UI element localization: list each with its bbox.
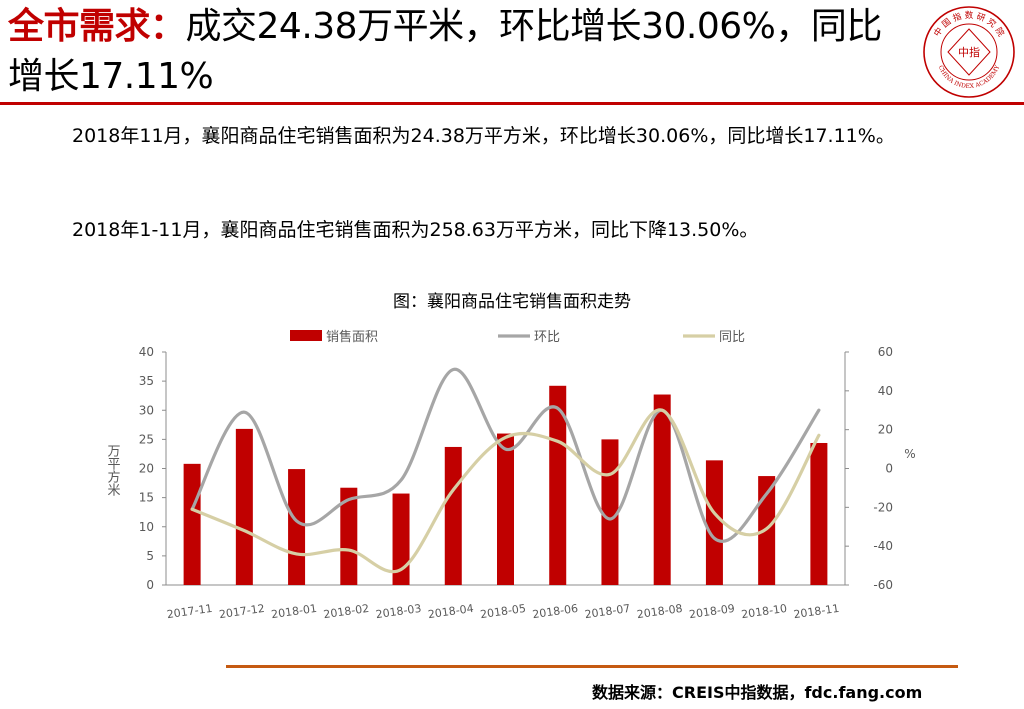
tick-label-left: 30	[139, 403, 154, 417]
chart-title: 图：襄阳商品住宅销售面积走势	[393, 292, 631, 312]
tick-label-left: 15	[139, 491, 154, 505]
tick-label-left: 35	[139, 374, 154, 388]
svg-text:中指: 中指	[958, 45, 980, 59]
x-tick-label: 2017-12	[218, 602, 265, 621]
bar-sales-area	[183, 463, 201, 585]
x-tick-label: 2018-06	[532, 602, 579, 621]
x-tick-label: 2018-11	[793, 602, 840, 621]
bar-sales-area	[653, 394, 671, 585]
y-axis-label-left: 万平方米	[105, 444, 121, 496]
tick-label-left: 10	[139, 520, 154, 534]
bar-sales-area	[810, 442, 828, 585]
x-tick-label: 2017-11	[166, 602, 213, 621]
tick-label-right: 0	[885, 462, 893, 476]
slide-title-text: 成交24.38万平米，环比增长30.06%，同比增长17.11%	[8, 6, 882, 97]
sales-area-chart: 0 5 10 15 20 25 30 35 40 -60 -40 -20 0 20 40 60 万平方米 % 201…	[105, 329, 916, 621]
line-mom	[190, 367, 821, 543]
china-index-academy-logo: 中 国 指 数 研 究 院 CHINA INDEX ACADEMY 中指	[923, 6, 1015, 98]
x-tick-label: 2018-03	[375, 602, 422, 621]
x-tick-label: 2018-05	[479, 602, 526, 621]
tick-label-left: 40	[139, 345, 154, 359]
x-tick-label: 2018-04	[427, 602, 474, 621]
legend-sales-area-label: 销售面积	[326, 329, 378, 345]
bar-sales-area	[549, 385, 567, 585]
legend-sales-area-swatch	[290, 330, 322, 341]
slide-title: 全市需求：成交24.38万平米，环比增长30.06%，同比增长17.11%	[8, 2, 913, 102]
tick-label-right: -20	[873, 500, 893, 514]
line-yoy	[190, 408, 821, 574]
bar-sales-area	[601, 439, 619, 585]
bar-sales-area	[392, 493, 410, 585]
tick-label-right: 40	[878, 384, 893, 398]
x-tick-label: 2018-07	[584, 602, 631, 621]
legend-yoy-label: 同比	[719, 330, 745, 345]
title-divider	[0, 102, 1024, 105]
tick-label-right: 20	[878, 423, 893, 437]
x-tick-label: 2018-10	[741, 602, 788, 621]
tick-label-left: 25	[139, 432, 154, 446]
legend-mom-label: 环比	[534, 330, 560, 345]
tick-label-right: -60	[873, 578, 893, 592]
y-axis-label-right: %	[904, 447, 915, 461]
x-tick-label: 2018-09	[688, 602, 735, 621]
tick-label-left: 20	[139, 462, 154, 476]
footer-divider	[226, 665, 958, 668]
data-source: 数据来源：CREIS中指数据，fdc.fang.com	[592, 683, 923, 702]
bar-sales-area	[340, 487, 358, 585]
bar-sales-area	[444, 446, 462, 585]
tick-label-right: -40	[873, 539, 893, 553]
summary-paragraph-month: 2018年11月，襄阳商品住宅销售面积为24.38万平方米，环比增长30.06%…	[72, 125, 895, 147]
tick-label-right: 60	[878, 345, 893, 359]
bar-sales-area	[288, 469, 306, 585]
slide-title-accent: 全市需求：	[8, 6, 186, 47]
x-tick-label: 2018-02	[323, 602, 370, 621]
tick-label-left: 0	[146, 578, 154, 592]
x-tick-label: 2018-08	[636, 602, 683, 621]
chart-legend: 销售面积 环比 同比	[290, 329, 745, 345]
summary-paragraph-ytd: 2018年1-11月，襄阳商品住宅销售面积为258.63万平方米，同比下降13.…	[72, 219, 759, 241]
bar-sales-area	[705, 460, 723, 585]
bar-sales-area	[235, 428, 253, 585]
tick-label-left: 5	[146, 549, 154, 563]
bar-sales-area	[497, 433, 514, 585]
x-tick-label: 2018-01	[270, 602, 317, 621]
